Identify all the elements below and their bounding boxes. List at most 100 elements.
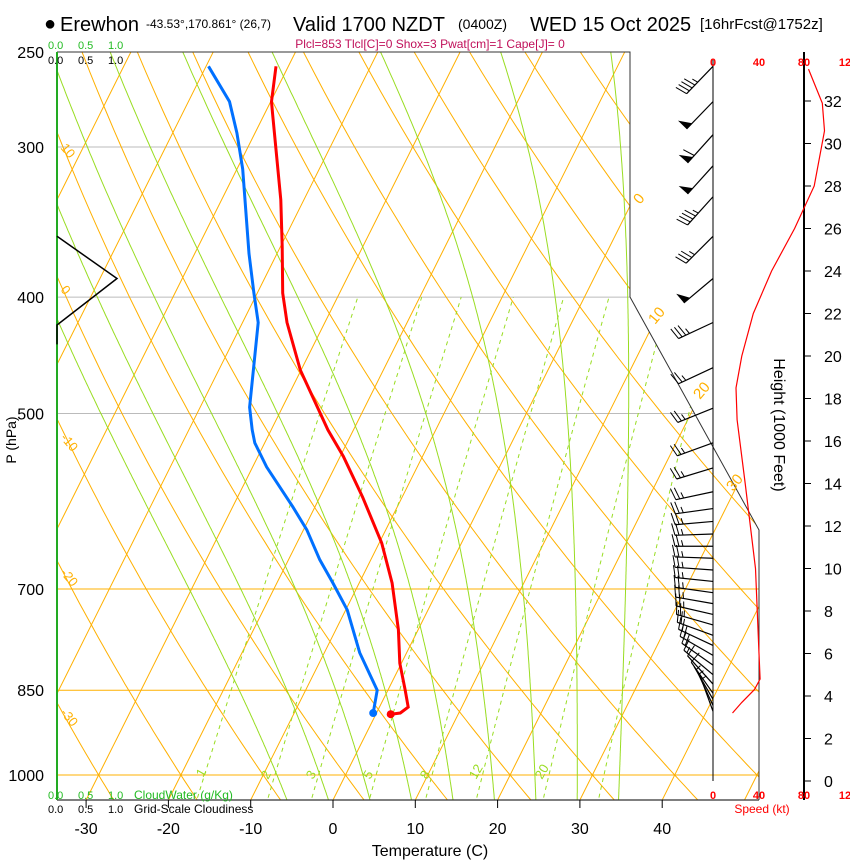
barb-staff bbox=[687, 134, 714, 164]
isotherm bbox=[659, 52, 759, 800]
height-tick-label: 4 bbox=[824, 689, 833, 706]
wind-barb bbox=[670, 321, 714, 340]
barb-half-feather bbox=[680, 506, 684, 513]
temperature-tick-label: 20 bbox=[489, 821, 507, 838]
barb-feather bbox=[671, 523, 676, 536]
barb-half-feather bbox=[681, 572, 684, 579]
barb-half-feather bbox=[681, 414, 686, 420]
height-tick-label: 10 bbox=[824, 562, 842, 579]
barb-feather bbox=[681, 212, 694, 220]
wind-barb bbox=[670, 407, 714, 424]
wind-barb bbox=[675, 593, 714, 615]
barb-feather bbox=[672, 565, 676, 578]
barb-feather bbox=[681, 631, 687, 644]
barb-half-feather bbox=[698, 670, 704, 675]
valid-date: WED 15 Oct 2025 bbox=[530, 14, 691, 36]
surface-temperature-marker bbox=[386, 710, 395, 719]
cloudwater-scale-tick: 0.5 bbox=[78, 40, 93, 52]
height-tick-label: 0 bbox=[824, 774, 833, 791]
barb-half-feather bbox=[680, 528, 684, 536]
barb-half-feather bbox=[680, 518, 684, 525]
barb-feather bbox=[683, 638, 690, 651]
barb-feather bbox=[676, 555, 680, 568]
barb-half-feather bbox=[692, 209, 699, 214]
isotherm bbox=[57, 52, 225, 800]
barb-feather bbox=[672, 555, 676, 568]
barb-feather bbox=[669, 468, 678, 480]
barb-staff bbox=[675, 520, 714, 526]
isotherm bbox=[165, 52, 554, 800]
mixing-ratio-line bbox=[309, 296, 462, 800]
moist-adiabat bbox=[57, 52, 331, 800]
moist-adiabat bbox=[261, 52, 496, 800]
barb-staff bbox=[675, 507, 714, 515]
mixing-ratio-line bbox=[474, 296, 610, 800]
barb-feather bbox=[675, 256, 687, 264]
speed-tick-label: 12 bbox=[839, 790, 850, 802]
wind-barb bbox=[671, 544, 714, 559]
barb-flag bbox=[678, 186, 693, 194]
barb-half-feather bbox=[692, 78, 698, 83]
barb-half-feather bbox=[686, 647, 691, 654]
mixing-ratio-label: 1 bbox=[193, 766, 210, 780]
barb-half-feather bbox=[680, 492, 685, 499]
isotherm bbox=[57, 52, 143, 800]
height-axis-label: Height (1000 Feet) bbox=[770, 358, 787, 491]
barb-feather bbox=[678, 84, 690, 92]
thermo-grid bbox=[57, 52, 759, 800]
height-tick-label: 22 bbox=[824, 307, 842, 324]
plot-frame bbox=[56, 51, 805, 801]
barb-feather bbox=[684, 209, 696, 217]
barb-feather bbox=[680, 611, 683, 624]
pressure-tick-label: 700 bbox=[17, 582, 44, 599]
wind-barb bbox=[687, 645, 714, 685]
dry-adiabat bbox=[456, 52, 759, 800]
barb-staff bbox=[687, 165, 714, 195]
barb-staff bbox=[676, 613, 714, 626]
isotherm bbox=[57, 52, 389, 800]
barb-half-feather bbox=[681, 375, 687, 381]
dry-adiabat bbox=[346, 52, 759, 800]
wind-barb bbox=[669, 466, 714, 480]
barb-half-feather bbox=[689, 251, 695, 256]
barb-flag bbox=[678, 154, 693, 163]
barb-feather bbox=[674, 326, 683, 338]
pressure-tick-label: 1000 bbox=[8, 768, 44, 785]
dry-adiabat bbox=[128, 52, 620, 800]
wind-barb bbox=[678, 101, 714, 130]
dry-adiabat bbox=[237, 52, 759, 800]
speed-tick-label: 0 bbox=[710, 790, 716, 802]
barb-feather bbox=[675, 87, 687, 95]
speed-tick-label: 40 bbox=[753, 790, 765, 802]
cloudwater-scale-tick: 0.0 bbox=[48, 40, 63, 52]
mixing-ratio-line bbox=[367, 296, 514, 800]
mixing-ratio-line bbox=[541, 296, 670, 800]
speed-axis-label: Speed (kt) bbox=[734, 802, 789, 816]
barb-half-feather bbox=[681, 551, 684, 558]
barb-staff bbox=[687, 655, 714, 685]
height-tick-label: 14 bbox=[824, 477, 842, 494]
barb-staff bbox=[699, 675, 714, 712]
barb-feather bbox=[671, 544, 676, 558]
wind-barb bbox=[678, 134, 714, 164]
height-tick-label: 16 bbox=[824, 434, 842, 451]
barb-half-feather bbox=[680, 447, 686, 454]
cloudiness-scale-tick: 1.0 bbox=[108, 804, 123, 816]
station-marker: ● bbox=[44, 13, 56, 35]
barb-feather bbox=[673, 487, 681, 500]
barb-feather bbox=[690, 652, 700, 663]
isotherm bbox=[576, 52, 759, 800]
wind-barb bbox=[671, 523, 714, 536]
height-tick-label: 20 bbox=[824, 349, 842, 366]
temperature-tick-label: 30 bbox=[571, 821, 589, 838]
isotherm bbox=[247, 52, 636, 800]
wind-barb bbox=[693, 665, 714, 700]
height-tick-label: 30 bbox=[824, 137, 842, 154]
moist-adiabat bbox=[493, 52, 578, 800]
surface-dewpoint-marker bbox=[369, 709, 378, 718]
barb-staff bbox=[676, 467, 714, 480]
dry-adiabat bbox=[57, 52, 369, 800]
temperature-tick-label: 0 bbox=[329, 821, 338, 838]
